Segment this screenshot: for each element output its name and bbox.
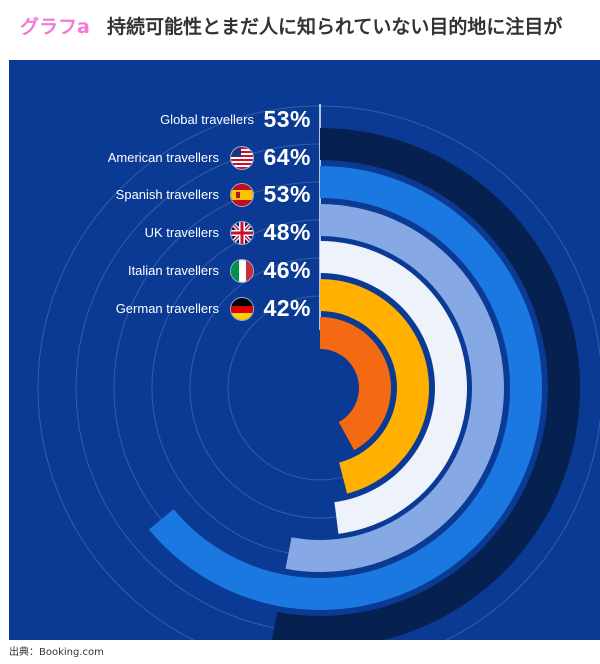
- tick-label: German travellers: [115, 301, 219, 316]
- radial-bar-chart: [37, 104, 600, 640]
- arc-spanish: [285, 204, 505, 572]
- row-german: German travellers 42%: [9, 295, 329, 325]
- uk-flag-icon: [230, 221, 254, 245]
- header: グラフa 持続可能性とまだ人に知られていない目的地に注目が: [0, 0, 600, 56]
- tick-label: American travellers: [107, 150, 219, 165]
- data-label: 48%: [263, 219, 311, 245]
- arc-american: [148, 166, 543, 610]
- graph-tag: グラフa: [20, 16, 90, 38]
- tick-label: UK travellers: [144, 225, 219, 240]
- tick-label: Italian travellers: [127, 263, 219, 278]
- arc-italian: [320, 279, 429, 494]
- arc-german: [320, 317, 391, 451]
- row-uk: UK travellers 48%: [9, 219, 329, 249]
- spain-flag-icon: [230, 183, 254, 207]
- row-global: Global travellers 53%: [9, 106, 329, 136]
- tick-label: Spanish travellers: [115, 187, 219, 202]
- data-label: 64%: [263, 144, 311, 170]
- row-italian: Italian travellers 46%: [9, 257, 329, 287]
- data-label: 42%: [263, 295, 311, 321]
- row-spanish: Spanish travellers 53%: [9, 181, 329, 211]
- arc-uk: [320, 241, 467, 534]
- tick-label: Global travellers: [160, 112, 254, 127]
- us-flag-icon: [230, 146, 254, 170]
- row-american: American travellers 64%: [9, 144, 329, 174]
- germany-flag-icon: [230, 297, 254, 321]
- source-note: 出典：Booking.com: [9, 647, 104, 658]
- italy-flag-icon: [230, 259, 254, 283]
- data-label: 53%: [263, 106, 311, 132]
- data-label: 53%: [263, 181, 311, 207]
- data-label: 46%: [263, 257, 311, 283]
- chart-panel: Global travellers 53% American traveller…: [9, 60, 600, 640]
- page-title: 持続可能性とまだ人に知られていない目的地に注目が: [107, 16, 563, 38]
